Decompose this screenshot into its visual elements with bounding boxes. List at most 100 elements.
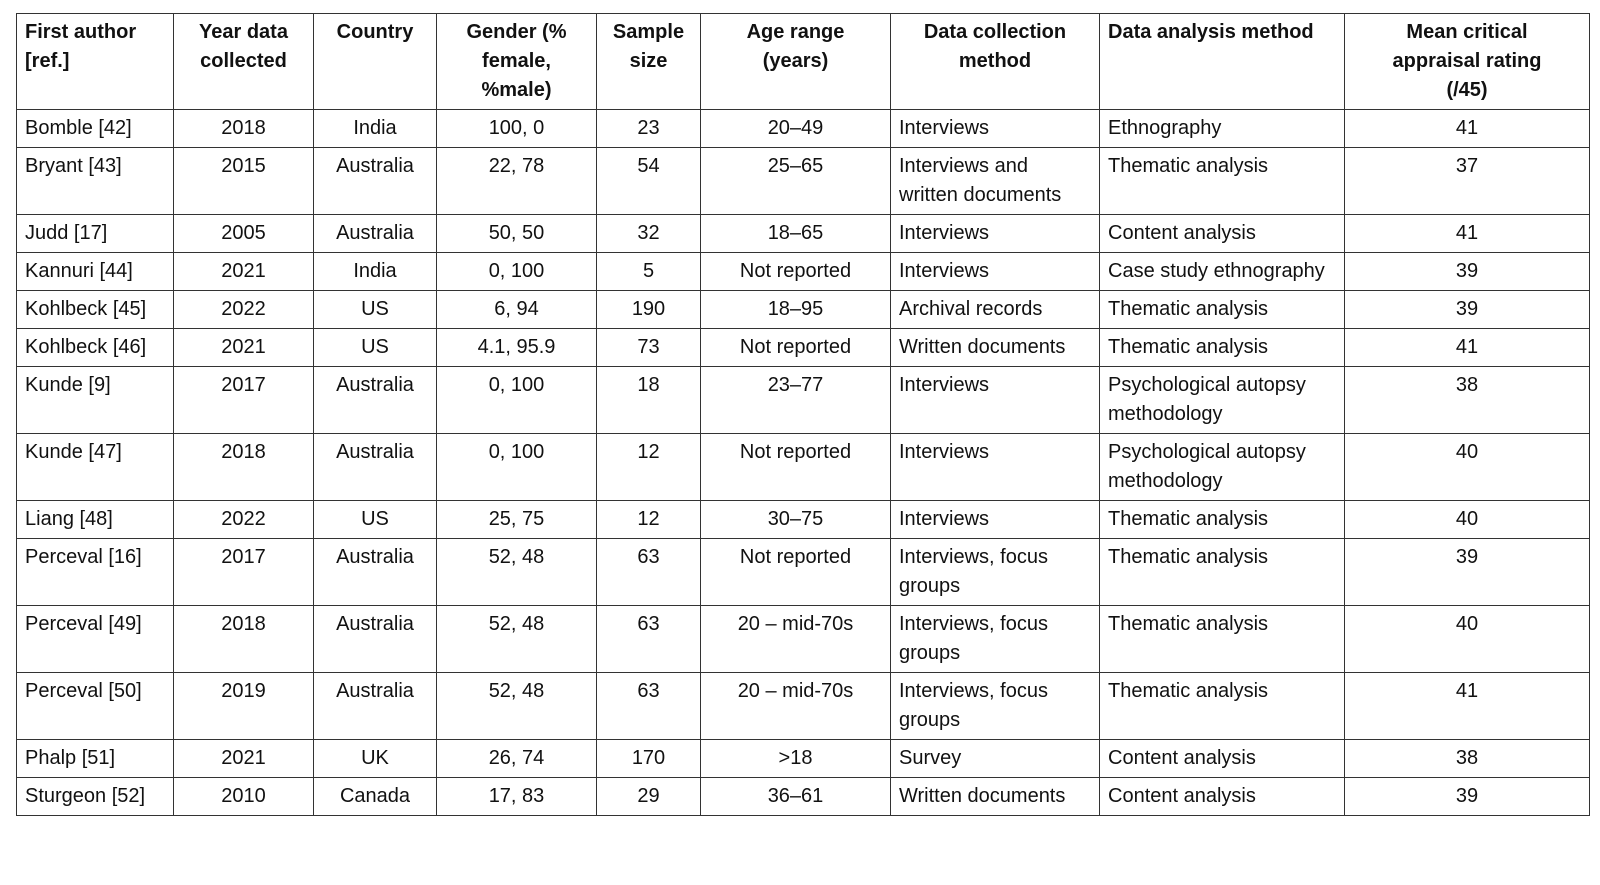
table-row: Sturgeon [52] 2010 Canada 17, 83 29 36–61 Writ… (16, 777, 1590, 816)
table-cell: 40 (1344, 433, 1590, 501)
table-cell: Phalp [51] (16, 739, 174, 778)
table-cell: 2017 (173, 366, 314, 434)
table-cell: Written documents (890, 777, 1100, 816)
table-cell: 2021 (173, 328, 314, 367)
table-cell: 2022 (173, 290, 314, 329)
table-row: Perceval [50] 2019 Australia 52, 48 63 20 – m… (16, 672, 1590, 740)
table-cell: Australia (313, 433, 437, 501)
table-row: Kunde [47] 2018 Australia 0, 100 12 Not repor… (16, 433, 1590, 501)
table-cell: Interviews, focus groups (890, 605, 1100, 673)
table-cell: Interviews, focus groups (890, 672, 1100, 740)
table-cell: 2015 (173, 147, 314, 215)
table-cell: Kunde [9] (16, 366, 174, 434)
table-cell: 20–49 (700, 109, 891, 148)
table-cell: Interviews (890, 252, 1100, 291)
table-cell: UK (313, 739, 437, 778)
table-cell: Bryant [43] (16, 147, 174, 215)
table-cell: Australia (313, 605, 437, 673)
table-cell: Australia (313, 538, 437, 606)
table-cell: 20 – mid-70s (700, 605, 891, 673)
table-cell: 39 (1344, 538, 1590, 606)
table-cell: 18 (596, 366, 701, 434)
table-cell: Survey (890, 739, 1100, 778)
header-cell: Age range (years) (700, 13, 891, 110)
table-cell: Australia (313, 366, 437, 434)
table-cell: 12 (596, 433, 701, 501)
table-row: Bryant [43] 2015 Australia 22, 78 54 25–65 Int… (16, 147, 1590, 215)
table-row: Kohlbeck [46] 2021 US 4.1, 95.9 73 Not report… (16, 328, 1590, 367)
table-cell: Not reported (700, 252, 891, 291)
table-cell: 41 (1344, 109, 1590, 148)
header-cell: Country (313, 13, 437, 110)
table-cell: Not reported (700, 328, 891, 367)
table-cell: Interviews (890, 109, 1100, 148)
table-cell: 73 (596, 328, 701, 367)
table-cell: 18–95 (700, 290, 891, 329)
header-cell: First author [ref.] (16, 13, 174, 110)
table-cell: 2018 (173, 605, 314, 673)
table-cell: 40 (1344, 605, 1590, 673)
table-cell: Thematic analysis (1099, 147, 1345, 215)
table-cell: Australia (313, 214, 437, 253)
table-cell: Perceval [16] (16, 538, 174, 606)
table-cell: 50, 50 (436, 214, 597, 253)
table-cell: Psychological autopsy methodology (1099, 433, 1345, 501)
table-cell: Thematic analysis (1099, 672, 1345, 740)
table-cell: 5 (596, 252, 701, 291)
header-cell: Year data collected (173, 13, 314, 110)
table-cell: Perceval [49] (16, 605, 174, 673)
header-row: First author [ref.] Year data collected Co… (16, 13, 1590, 110)
table-cell: 29 (596, 777, 701, 816)
table-cell: Kohlbeck [46] (16, 328, 174, 367)
table-cell: Bomble [42] (16, 109, 174, 148)
table-row: Liang [48] 2022 US 25, 75 12 30–75 Interviews T… (16, 500, 1590, 539)
table-cell: 40 (1344, 500, 1590, 539)
table-cell: 63 (596, 672, 701, 740)
table-cell: Perceval [50] (16, 672, 174, 740)
header-cell: Mean critical appraisal rating (/45) (1344, 13, 1590, 110)
table-cell: 2019 (173, 672, 314, 740)
table-cell: 52, 48 (436, 605, 597, 673)
table-cell: Case study ethnography (1099, 252, 1345, 291)
table-cell: 2017 (173, 538, 314, 606)
table-cell: Sturgeon [52] (16, 777, 174, 816)
table-cell: Interviews and written documents (890, 147, 1100, 215)
table-cell: 2005 (173, 214, 314, 253)
table-cell: Archival records (890, 290, 1100, 329)
table-cell: 20 – mid-70s (700, 672, 891, 740)
table-cell: 63 (596, 538, 701, 606)
table-cell: Thematic analysis (1099, 538, 1345, 606)
table-cell: Ethnography (1099, 109, 1345, 148)
table-cell: Written documents (890, 328, 1100, 367)
table-row: Perceval [49] 2018 Australia 52, 48 63 20 – m… (16, 605, 1590, 673)
table-cell: 38 (1344, 366, 1590, 434)
table-cell: 32 (596, 214, 701, 253)
table-cell: Australia (313, 672, 437, 740)
table-cell: 190 (596, 290, 701, 329)
table-cell: 41 (1344, 214, 1590, 253)
table-cell: Kohlbeck [45] (16, 290, 174, 329)
table-cell: 18–65 (700, 214, 891, 253)
table-cell: 0, 100 (436, 366, 597, 434)
table-cell: Thematic analysis (1099, 290, 1345, 329)
table-cell: 0, 100 (436, 252, 597, 291)
table-cell: US (313, 500, 437, 539)
table-cell: 54 (596, 147, 701, 215)
table-cell: 52, 48 (436, 672, 597, 740)
table-cell: 36–61 (700, 777, 891, 816)
table-cell: 2022 (173, 500, 314, 539)
table-cell: 30–75 (700, 500, 891, 539)
table-cell: 12 (596, 500, 701, 539)
table-cell: 39 (1344, 290, 1590, 329)
table-cell: Kunde [47] (16, 433, 174, 501)
table-cell: 39 (1344, 777, 1590, 816)
table-row: Kannuri [44] 2021 India 0, 100 5 Not reported… (16, 252, 1590, 291)
table-row: Phalp [51] 2021 UK 26, 74 170 >18 Survey Conten… (16, 739, 1590, 778)
header-cell: Data analysis method (1099, 13, 1345, 110)
table-cell: Content analysis (1099, 214, 1345, 253)
table-cell: Psychological autopsy methodology (1099, 366, 1345, 434)
table-cell: 25, 75 (436, 500, 597, 539)
table-cell: 22, 78 (436, 147, 597, 215)
table-cell: 41 (1344, 328, 1590, 367)
